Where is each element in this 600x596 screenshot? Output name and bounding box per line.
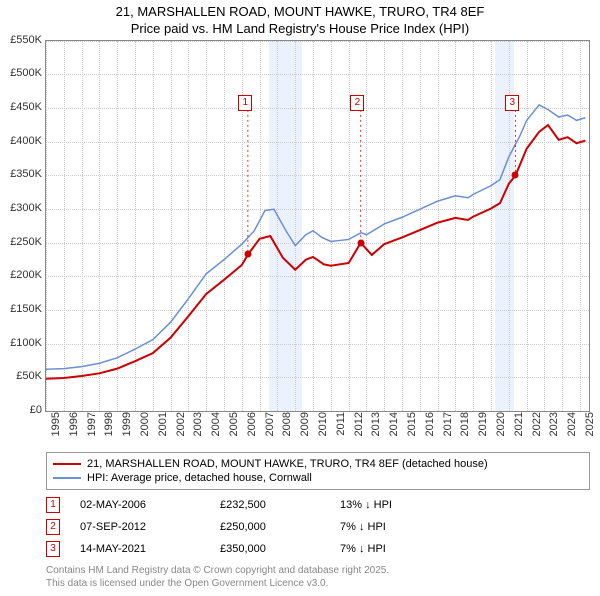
- sales-row-diff: 7% ↓ HPI: [340, 543, 440, 555]
- sale-marker-box: 2: [350, 95, 364, 111]
- sales-row-price: £350,000: [220, 543, 320, 555]
- sale-dot: [512, 172, 519, 179]
- x-tick-label: 2012: [353, 412, 365, 436]
- x-tick-label: 2005: [228, 412, 240, 436]
- x-tick-label: 2025: [584, 412, 596, 436]
- y-tick-label: £50K: [0, 370, 42, 382]
- y-tick-label: £250K: [0, 236, 42, 248]
- sales-row-marker: 1: [46, 497, 60, 513]
- y-tick-label: £350K: [0, 168, 42, 180]
- y-tick-label: £150K: [0, 303, 42, 315]
- legend-label: HPI: Average price, detached house, Corn…: [87, 472, 312, 484]
- x-tick-label: 1995: [50, 412, 62, 436]
- y-tick-label: £300K: [0, 202, 42, 214]
- attribution-line-1: Contains HM Land Registry data © Crown c…: [46, 564, 590, 577]
- legend-row: 21, MARSHALLEN ROAD, MOUNT HAWKE, TRURO,…: [53, 457, 583, 471]
- y-axis: £0£50K£100K£150K£200K£250K£300K£350K£400…: [0, 40, 45, 410]
- x-tick-label: 2022: [531, 412, 543, 436]
- x-tick-label: 2017: [442, 412, 454, 436]
- legend-swatch: [53, 477, 81, 479]
- sales-row-diff: 13% ↓ HPI: [340, 499, 440, 511]
- y-tick-label: £550K: [0, 34, 42, 46]
- x-tick-label: 2011: [335, 412, 347, 436]
- y-tick-label: £450K: [0, 101, 42, 113]
- x-axis: 1995 1996 1997 1998 1999 2000 2001 2002 2003 2004…: [46, 412, 590, 446]
- x-tick-label: 2008: [281, 412, 293, 436]
- x-tick-label: 1998: [103, 412, 115, 436]
- x-tick-label: 2014: [388, 412, 400, 436]
- x-tick-label: 1997: [86, 412, 98, 436]
- y-tick-label: £400K: [0, 135, 42, 147]
- sales-row-marker: 3: [46, 541, 60, 557]
- x-tick-label: 2002: [175, 412, 187, 436]
- sales-row-date: 07-SEP-2012: [80, 521, 200, 533]
- series-property: [46, 125, 585, 379]
- sales-row: 2 07-SEP-2012 £250,000 7% ↓ HPI: [46, 516, 590, 538]
- chart-container: 21, MARSHALLEN ROAD, MOUNT HAWKE, TRURO,…: [0, 0, 600, 590]
- sales-row: 3 14-MAY-2021 £350,000 7% ↓ HPI: [46, 538, 590, 560]
- sales-row-diff: 7% ↓ HPI: [340, 521, 440, 533]
- series-hpi: [46, 105, 585, 369]
- title-line-2: Price paid vs. HM Land Registry's House …: [0, 21, 600, 38]
- sales-table: 1 02-MAY-2006 £232,500 13% ↓ HPI 2 07-SEP-201…: [46, 494, 590, 560]
- sale-dot: [244, 251, 251, 258]
- x-tick-label: 1999: [121, 412, 133, 436]
- x-tick-label: 2001: [157, 412, 169, 436]
- x-tick-label: 2023: [548, 412, 560, 436]
- x-tick-label: 2007: [264, 412, 276, 436]
- x-tick-label: 2010: [317, 412, 329, 436]
- title-line-1: 21, MARSHALLEN ROAD, MOUNT HAWKE, TRURO,…: [0, 4, 600, 21]
- sales-row-price: £232,500: [220, 499, 320, 511]
- legend-label: 21, MARSHALLEN ROAD, MOUNT HAWKE, TRURO,…: [87, 458, 488, 470]
- sale-marker-box: 3: [505, 95, 519, 111]
- x-tick-label: 2021: [513, 412, 525, 436]
- x-tick-label: 2016: [424, 412, 436, 436]
- sales-row-date: 14-MAY-2021: [80, 543, 200, 555]
- sale-dot: [357, 239, 364, 246]
- legend-row: HPI: Average price, detached house, Corn…: [53, 471, 583, 485]
- x-tick-label: 2020: [495, 412, 507, 436]
- sale-marker-box: 1: [238, 95, 252, 111]
- sales-row-marker: 2: [46, 519, 60, 535]
- x-tick-label: 2019: [477, 412, 489, 436]
- y-tick-label: £100K: [0, 337, 42, 349]
- x-tick-label: 2006: [246, 412, 258, 436]
- x-tick-label: 2015: [406, 412, 418, 436]
- attribution: Contains HM Land Registry data © Crown c…: [46, 564, 590, 590]
- legend: 21, MARSHALLEN ROAD, MOUNT HAWKE, TRURO,…: [46, 452, 590, 490]
- sales-row-date: 02-MAY-2006: [80, 499, 200, 511]
- x-tick-label: 2024: [566, 412, 578, 436]
- x-tick-label: 2013: [370, 412, 382, 436]
- y-tick-label: £200K: [0, 269, 42, 281]
- legend-swatch: [53, 463, 81, 465]
- y-tick-label: £500K: [0, 67, 42, 79]
- plot-area: 1 2 3: [45, 40, 590, 412]
- x-tick-label: 2003: [192, 412, 204, 436]
- x-tick-label: 2009: [299, 412, 311, 436]
- sales-row-price: £250,000: [220, 521, 320, 533]
- chart-title: 21, MARSHALLEN ROAD, MOUNT HAWKE, TRURO,…: [0, 0, 600, 40]
- sales-row: 1 02-MAY-2006 £232,500 13% ↓ HPI: [46, 494, 590, 516]
- attribution-line-2: This data is licensed under the Open Gov…: [46, 577, 590, 590]
- x-tick-label: 1996: [68, 412, 80, 436]
- x-tick-label: 2000: [139, 412, 151, 436]
- y-tick-label: £0: [0, 404, 42, 416]
- x-tick-label: 2004: [210, 412, 222, 436]
- x-tick-label: 2018: [459, 412, 471, 436]
